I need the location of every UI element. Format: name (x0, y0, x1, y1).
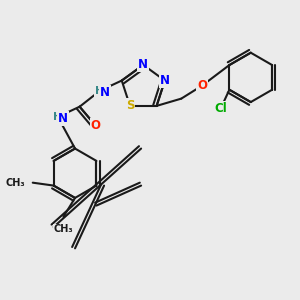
Text: O: O (91, 119, 100, 132)
Text: N: N (160, 74, 170, 87)
Text: N: N (100, 86, 110, 99)
Text: CH₃: CH₃ (6, 178, 26, 188)
Text: O: O (197, 79, 207, 92)
Text: N: N (138, 58, 148, 71)
Text: Cl: Cl (214, 102, 227, 115)
Text: N: N (58, 112, 68, 125)
Text: H: H (95, 86, 105, 96)
Text: H: H (53, 112, 62, 122)
Text: S: S (126, 99, 134, 112)
Text: CH₃: CH₃ (54, 224, 73, 234)
